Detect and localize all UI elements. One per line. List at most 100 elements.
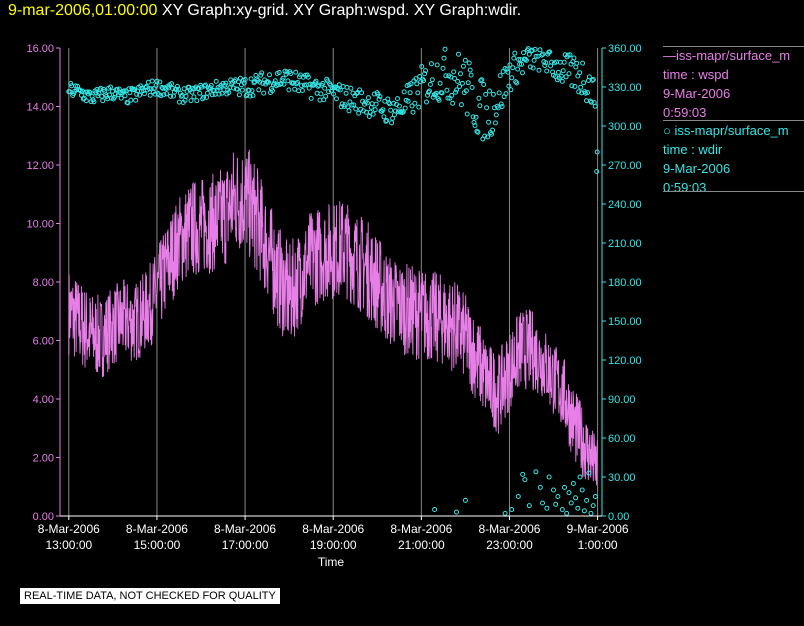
wdir-point (566, 490, 572, 496)
wdir-point (261, 90, 267, 96)
wdir-point (546, 474, 552, 480)
wdir-point (417, 74, 423, 79)
wdir-point (176, 99, 182, 105)
wdir-point (214, 87, 220, 93)
wdir-point (216, 91, 222, 97)
wdir-point (158, 93, 164, 99)
wdir-point (161, 92, 167, 98)
wdir-point (487, 88, 492, 94)
wdir-point (562, 484, 567, 490)
wdir-point (477, 103, 483, 109)
wdir-point (514, 80, 520, 86)
wdir-point (226, 90, 232, 95)
wdir-point (83, 98, 89, 104)
wdir-point (434, 62, 440, 68)
wdir-point (575, 505, 581, 511)
legend-wdir-line3: 9-Mar-2006 (663, 161, 731, 176)
wdir-point (443, 73, 449, 79)
wdir-point (208, 83, 214, 88)
y-right-tick-label: 330.00 (608, 82, 642, 94)
wdir-point (320, 80, 326, 86)
wdir-point (559, 507, 565, 512)
wdir-point (454, 87, 460, 93)
wdir-point (502, 510, 508, 516)
wdir-point (204, 90, 210, 96)
wdir-point (533, 469, 539, 475)
wdir-point (223, 80, 229, 86)
y-left-tick-label: 8.00 (33, 277, 54, 289)
wdir-point (137, 92, 143, 98)
wdir-point (571, 55, 577, 61)
wdir-point (236, 92, 242, 98)
wdir-point (471, 119, 477, 125)
wdir-point (439, 90, 445, 96)
wdir-point (383, 118, 389, 124)
wdir-point (492, 120, 498, 126)
legend-divider (663, 191, 804, 192)
wdir-point (459, 80, 465, 86)
wdir-point (145, 79, 151, 85)
wdir-point (581, 80, 587, 86)
wdir-point (419, 64, 425, 69)
wdir-point (365, 95, 371, 101)
x-tick-label: 13:00:00 (45, 538, 92, 552)
wdir-point (453, 89, 459, 95)
wdir-point (364, 100, 370, 106)
wdir-point (381, 114, 387, 120)
wdir-point (543, 60, 549, 66)
wdir-point (127, 90, 133, 96)
wdir-point (188, 98, 194, 104)
wdir-point (570, 481, 576, 486)
wdir-point (354, 91, 360, 96)
wdir-point (410, 109, 416, 115)
wdir-point (499, 104, 505, 109)
wdir-point (490, 127, 495, 133)
wdir-point (528, 48, 534, 54)
wdir-point (213, 78, 219, 84)
quality-disclaimer: REAL-TIME DATA, NOT CHECKED FOR QUALITY (20, 588, 280, 604)
wdir-point (540, 500, 545, 506)
wdir-point (509, 507, 515, 512)
wdir-point (496, 90, 502, 96)
wdir-point (508, 87, 514, 93)
wdir-point (442, 46, 448, 52)
wdir-point (191, 94, 197, 100)
wdir-point (537, 484, 543, 490)
wdir-point (574, 60, 580, 66)
wdir-point (203, 82, 208, 88)
y-left-tick-label: 14.00 (26, 102, 54, 114)
wdir-point (584, 497, 590, 503)
wdir-point (275, 82, 281, 88)
wdir-point (517, 61, 523, 67)
wdir-point (450, 100, 456, 106)
wdir-point (525, 46, 531, 52)
wdir-point (462, 57, 468, 63)
wdir-point (377, 94, 383, 99)
wdir-point (100, 98, 106, 104)
legend-wspd-line2: time : wspd (663, 67, 729, 82)
wdir-point (573, 495, 579, 501)
wdir-point (440, 65, 446, 71)
wdir-point (482, 133, 488, 139)
wdir-point (522, 56, 528, 62)
wdir-point (285, 78, 291, 84)
wdir-point (421, 78, 427, 84)
wdir-point (533, 53, 539, 59)
wdir-point (584, 98, 589, 104)
wdir-point (283, 71, 289, 77)
wdir-point (481, 82, 487, 87)
wdir-point (512, 50, 518, 56)
wdir-point (267, 72, 272, 78)
y-right-tick-label: 240.00 (608, 199, 642, 211)
x-tick-label: 8-Mar-2006 (214, 522, 276, 536)
wdir-point (522, 477, 528, 483)
wdir-point (239, 87, 245, 93)
wdir-point (401, 89, 407, 95)
wdir-point (592, 103, 598, 109)
wdir-point (585, 90, 590, 96)
wdir-point (536, 67, 542, 73)
wdir-point (250, 93, 256, 98)
wdir-point (510, 65, 516, 71)
legend-divider (663, 120, 804, 121)
